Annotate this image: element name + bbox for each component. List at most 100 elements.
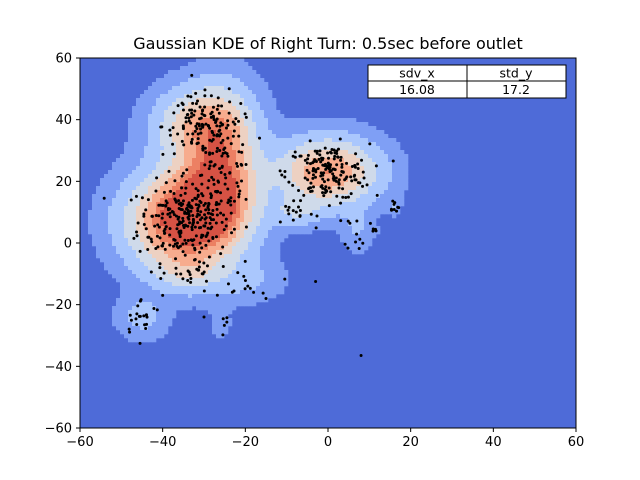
density-cell	[372, 126, 377, 131]
density-cell	[160, 310, 165, 315]
density-cell	[156, 322, 161, 327]
density-cell	[224, 278, 229, 283]
table-value-cell-y	[466, 80, 567, 99]
density-cell	[244, 214, 249, 219]
density-cell	[160, 150, 165, 155]
density-cell	[152, 262, 157, 267]
density-cell	[340, 126, 345, 131]
density-cell	[364, 226, 369, 231]
density-cell	[344, 170, 349, 175]
density-cell	[156, 278, 161, 283]
density-cell	[144, 186, 149, 191]
density-cell	[128, 130, 133, 135]
density-cell	[364, 178, 369, 183]
density-cell	[112, 218, 117, 223]
density-cell	[156, 90, 161, 95]
density-cell	[140, 302, 145, 307]
data-point	[159, 203, 163, 207]
density-cell	[204, 126, 209, 131]
data-point	[374, 164, 378, 168]
density-cell	[220, 242, 225, 247]
density-cell	[132, 166, 137, 171]
density-cell	[164, 82, 169, 87]
density-cell	[200, 58, 205, 63]
density-cell	[272, 214, 277, 219]
density-cell	[272, 202, 277, 207]
density-cell	[384, 138, 389, 143]
density-cell	[188, 174, 193, 179]
density-cell	[216, 290, 221, 295]
density-cell	[244, 174, 249, 179]
density-cell	[180, 262, 185, 267]
density-cell	[100, 238, 105, 243]
density-cell	[356, 146, 361, 151]
density-cell	[248, 162, 253, 167]
density-cell	[180, 146, 185, 151]
data-point	[238, 189, 242, 193]
density-cell	[212, 62, 217, 67]
density-cell	[348, 138, 353, 143]
density-cell	[248, 230, 253, 235]
density-cell	[260, 150, 265, 155]
density-cell	[276, 114, 281, 119]
density-cell	[216, 78, 221, 83]
data-point	[339, 173, 343, 177]
density-cell	[112, 266, 117, 271]
density-cell	[132, 174, 137, 179]
density-cell	[116, 258, 121, 263]
density-cell	[252, 206, 257, 211]
density-cell	[208, 246, 213, 251]
data-point	[139, 298, 143, 302]
density-cell	[216, 174, 221, 179]
density-cell	[176, 262, 181, 267]
density-cell	[280, 230, 285, 235]
density-cell	[264, 126, 269, 131]
data-point	[191, 132, 195, 136]
density-cell	[120, 162, 125, 167]
density-cell	[252, 102, 257, 107]
density-cell	[164, 206, 169, 211]
density-cell	[356, 182, 361, 187]
density-cell	[308, 150, 313, 155]
density-cell	[104, 214, 109, 219]
data-point	[236, 164, 240, 168]
density-cell	[160, 274, 165, 279]
density-cell	[248, 202, 253, 207]
density-cell	[104, 186, 109, 191]
density-cell	[92, 210, 97, 215]
density-cell	[144, 250, 149, 255]
density-cell	[400, 198, 405, 203]
data-point	[178, 235, 182, 239]
density-cell	[192, 298, 197, 303]
density-cell	[96, 234, 101, 239]
data-point	[309, 212, 313, 216]
density-cell	[148, 246, 153, 251]
density-cell	[332, 126, 337, 131]
density-cell	[288, 218, 293, 223]
density-cell	[360, 190, 365, 195]
density-cell	[224, 294, 229, 299]
data-point	[190, 108, 194, 112]
density-cell	[252, 262, 257, 267]
density-cell	[152, 318, 157, 323]
density-cell	[144, 282, 149, 287]
density-cell	[152, 138, 157, 143]
density-cell	[316, 206, 321, 211]
data-point	[168, 128, 172, 132]
density-cell	[160, 182, 165, 187]
density-cell	[132, 274, 137, 279]
density-cell	[192, 106, 197, 111]
density-cell	[156, 286, 161, 291]
data-point	[220, 220, 224, 224]
density-cell	[104, 230, 109, 235]
data-point	[200, 216, 204, 220]
density-cell	[104, 258, 109, 263]
density-cell	[168, 166, 173, 171]
density-cell	[92, 238, 97, 243]
density-cell	[180, 70, 185, 75]
density-cell	[184, 282, 189, 287]
density-cell	[252, 98, 257, 103]
data-point	[226, 119, 230, 123]
density-cell	[248, 86, 253, 91]
density-cell	[156, 262, 161, 267]
